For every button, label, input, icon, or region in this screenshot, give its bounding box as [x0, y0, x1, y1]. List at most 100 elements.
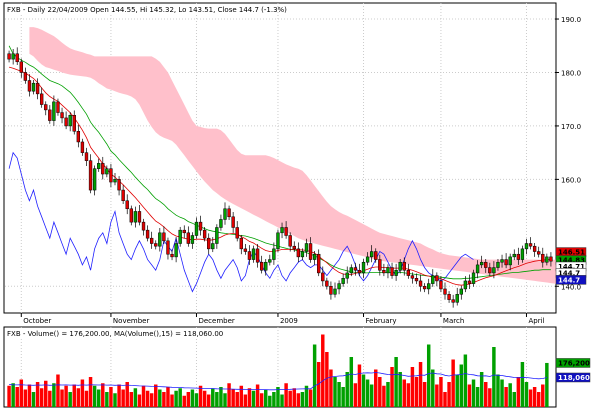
- volume-bar: [88, 377, 93, 407]
- volume-bar: [516, 377, 521, 407]
- volume-bar: [426, 344, 431, 407]
- volume-bar: [235, 392, 239, 407]
- candle-body: [443, 288, 447, 295]
- volume-bar: [316, 362, 321, 407]
- volume-bar: [105, 392, 109, 407]
- candle-body: [125, 200, 129, 210]
- candle-body: [158, 232, 162, 247]
- volume-bar: [113, 393, 117, 407]
- candle-body: [251, 248, 256, 260]
- volume-bars: [7, 334, 549, 407]
- candle-body: [272, 248, 276, 260]
- month-label: November: [113, 317, 150, 325]
- month-label: October: [23, 317, 51, 325]
- volume-bar: [268, 395, 272, 407]
- volume-bar: [337, 382, 341, 407]
- volume-bar: [536, 392, 541, 407]
- candle-body: [333, 288, 337, 295]
- volume-bar: [174, 390, 178, 407]
- candle-body: [149, 237, 154, 244]
- volume-bar: [357, 364, 362, 407]
- volume-bar: [545, 362, 549, 407]
- volume-bar: [178, 388, 182, 407]
- candle-body: [512, 253, 516, 258]
- volume-bar: [206, 394, 211, 407]
- candle-body: [76, 131, 81, 143]
- candle-body: [247, 251, 252, 260]
- price-tag-label: 144.7: [558, 269, 580, 277]
- volume-bar: [251, 390, 256, 407]
- candle-body: [64, 117, 68, 127]
- volume-bar: [414, 377, 419, 407]
- volume-bar: [39, 388, 44, 407]
- candle-body: [178, 229, 182, 244]
- volume-bar: [231, 389, 235, 407]
- candle-body: [137, 211, 142, 223]
- volume-bar: [321, 334, 325, 407]
- candle-body: [268, 259, 272, 263]
- volume-bar: [418, 362, 423, 407]
- volume-bar: [84, 390, 89, 407]
- candle-body: [211, 243, 215, 250]
- volume-bar: [202, 390, 207, 407]
- month-label: March: [443, 317, 464, 325]
- volume-bar: [284, 383, 288, 407]
- price-tag-label: 144.7: [558, 276, 580, 284]
- volume-bar: [541, 384, 545, 407]
- candle-body: [133, 211, 138, 223]
- volume-bar: [56, 374, 60, 407]
- cloud-area: [29, 27, 560, 285]
- candle-body: [39, 93, 44, 105]
- candle-body: [154, 243, 158, 247]
- candle-body: [321, 272, 325, 282]
- price-tick-label: 170.0: [561, 123, 581, 131]
- candlesticks: [7, 47, 553, 308]
- volume-bar: [382, 385, 386, 407]
- candle-body: [255, 248, 260, 263]
- volume-bar: [52, 383, 56, 407]
- volume-bar: [500, 379, 504, 407]
- candle-body: [284, 227, 288, 236]
- volume-bar: [341, 387, 345, 407]
- volume-bar: [280, 394, 284, 407]
- candle-body: [113, 179, 117, 183]
- candle-body: [312, 253, 317, 260]
- candle-body: [378, 259, 382, 271]
- candle-body: [109, 168, 113, 183]
- candle-body: [435, 275, 439, 282]
- candle-body: [72, 114, 76, 132]
- volume-bar: [378, 377, 382, 407]
- volume-bar: [361, 374, 366, 407]
- candle-body: [27, 80, 32, 92]
- volume-bar: [158, 389, 162, 407]
- volume-bar: [292, 388, 296, 407]
- volume-bar: [227, 383, 231, 407]
- volume-tag-label: 118,060: [558, 374, 590, 382]
- conversion-line: [8, 66, 551, 286]
- volume-bar: [7, 385, 11, 407]
- candle-body: [479, 261, 484, 266]
- volume-bar: [223, 393, 227, 407]
- candle-body: [537, 251, 541, 255]
- volume-ma-line: [9, 372, 547, 391]
- volume-bar: [345, 372, 349, 407]
- candle-body: [48, 109, 52, 121]
- price-axis: 190.0 180.0 170.0 160.0 140.0: [555, 16, 581, 291]
- candle-body: [15, 53, 19, 63]
- month-label: February: [366, 317, 397, 325]
- candle-body: [374, 251, 378, 260]
- candle-body: [68, 114, 72, 127]
- volume-bar: [467, 384, 472, 407]
- volume-bar: [459, 364, 464, 407]
- volume-bar: [349, 357, 354, 407]
- candle-body: [545, 256, 549, 263]
- candle-body: [500, 259, 504, 263]
- candle-body: [341, 278, 345, 284]
- candle-body: [186, 232, 191, 244]
- candle-body: [129, 208, 133, 223]
- volume-bar: [475, 387, 480, 407]
- volume-bar: [369, 384, 374, 407]
- price-tick-label: 140.0: [561, 283, 581, 291]
